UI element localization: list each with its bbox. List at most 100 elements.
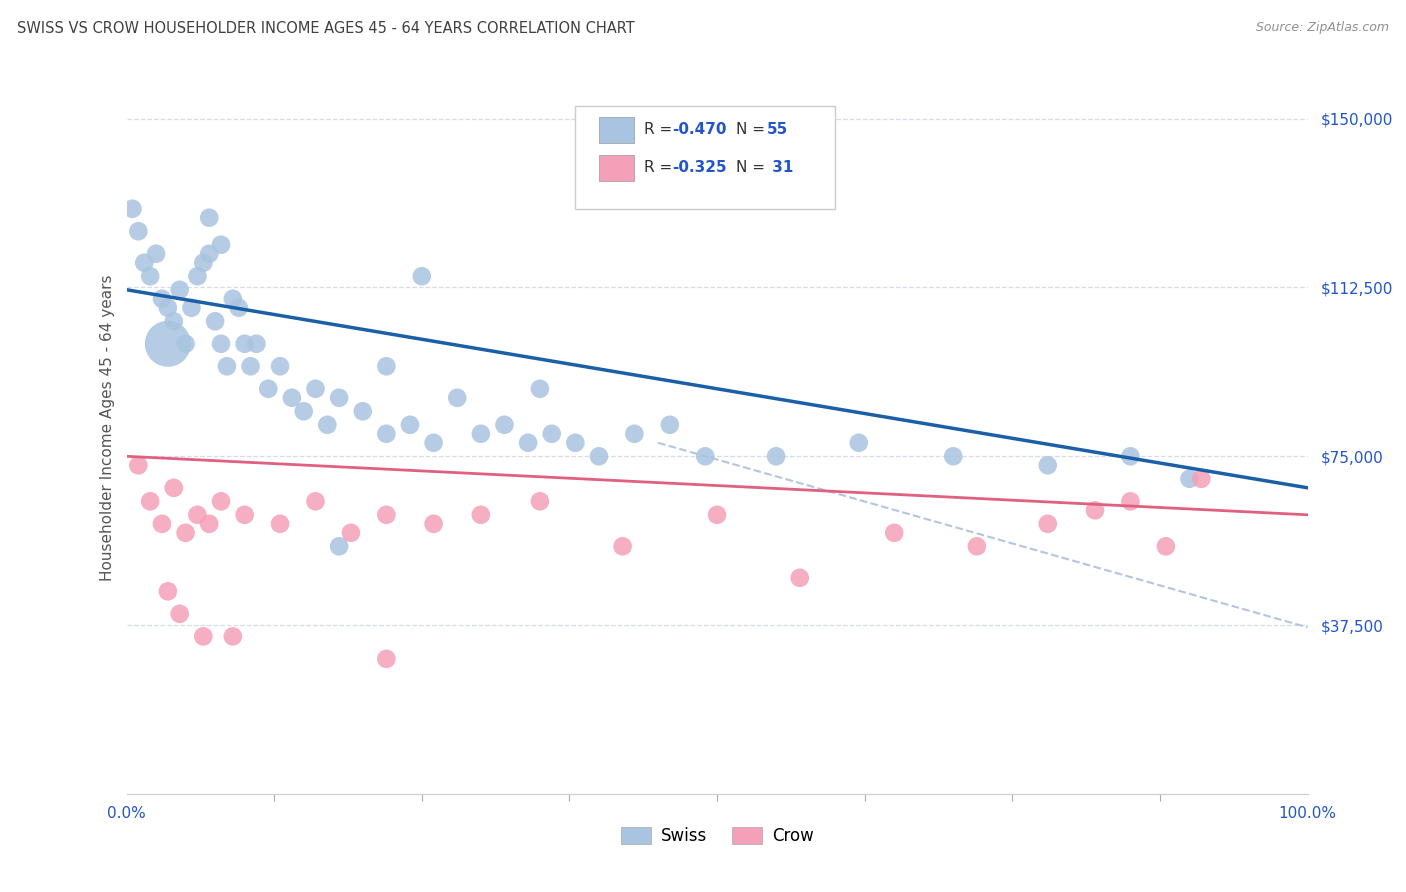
FancyBboxPatch shape xyxy=(599,117,634,143)
Text: 55: 55 xyxy=(766,122,787,136)
Point xyxy=(1036,516,1059,531)
Point xyxy=(328,391,350,405)
Point xyxy=(127,458,149,473)
Point xyxy=(789,571,811,585)
Point xyxy=(304,382,326,396)
Point xyxy=(1036,458,1059,473)
Point xyxy=(186,269,208,284)
Point xyxy=(529,494,551,508)
Point xyxy=(169,607,191,621)
Point xyxy=(517,435,540,450)
Point xyxy=(422,516,444,531)
Point xyxy=(121,202,143,216)
Point xyxy=(193,256,215,270)
Point xyxy=(375,359,398,374)
Point xyxy=(1178,472,1201,486)
Point xyxy=(470,426,492,441)
Point xyxy=(942,450,965,464)
Point xyxy=(209,237,232,252)
Point xyxy=(150,516,173,531)
Point xyxy=(706,508,728,522)
Point xyxy=(375,652,398,666)
Point xyxy=(174,336,197,351)
Text: SWISS VS CROW HOUSEHOLDER INCOME AGES 45 - 64 YEARS CORRELATION CHART: SWISS VS CROW HOUSEHOLDER INCOME AGES 45… xyxy=(17,21,634,36)
Text: N =: N = xyxy=(735,122,770,136)
Point xyxy=(1119,450,1142,464)
Point xyxy=(127,224,149,238)
Text: -0.470: -0.470 xyxy=(672,122,727,136)
Point xyxy=(239,359,262,374)
Point xyxy=(375,508,398,522)
Point xyxy=(150,292,173,306)
Point xyxy=(292,404,315,418)
Point xyxy=(375,426,398,441)
Point xyxy=(198,516,221,531)
Point xyxy=(198,246,221,260)
Point xyxy=(233,508,256,522)
Point xyxy=(180,301,202,315)
Point xyxy=(163,481,186,495)
Point xyxy=(399,417,422,432)
Point xyxy=(422,435,444,450)
Point xyxy=(139,494,162,508)
Point xyxy=(564,435,586,450)
Point xyxy=(269,516,291,531)
Point xyxy=(222,629,245,643)
Point xyxy=(848,435,870,450)
Point xyxy=(529,382,551,396)
Point xyxy=(163,314,186,328)
Point xyxy=(156,301,179,315)
Point xyxy=(209,336,232,351)
Point xyxy=(304,494,326,508)
Point xyxy=(215,359,238,374)
Point xyxy=(883,525,905,540)
Point xyxy=(269,359,291,374)
Point xyxy=(204,314,226,328)
Text: N =: N = xyxy=(735,160,770,175)
Point xyxy=(257,382,280,396)
Text: R =: R = xyxy=(644,122,676,136)
Point xyxy=(222,292,245,306)
Text: 31: 31 xyxy=(766,160,793,175)
Point xyxy=(169,283,191,297)
Point xyxy=(446,391,468,405)
Point xyxy=(145,246,167,260)
Point xyxy=(1154,539,1177,553)
Point xyxy=(966,539,988,553)
Point xyxy=(470,508,492,522)
Point xyxy=(193,629,215,643)
Point xyxy=(1189,472,1212,486)
Text: R =: R = xyxy=(644,160,676,175)
FancyBboxPatch shape xyxy=(575,106,835,209)
Text: Source: ZipAtlas.com: Source: ZipAtlas.com xyxy=(1256,21,1389,34)
Point xyxy=(612,539,634,553)
Point xyxy=(209,494,232,508)
Point xyxy=(134,256,156,270)
Point xyxy=(540,426,562,441)
Point xyxy=(658,417,681,432)
Point xyxy=(1119,494,1142,508)
Point xyxy=(198,211,221,225)
Point xyxy=(281,391,304,405)
Point xyxy=(139,269,162,284)
Text: -0.325: -0.325 xyxy=(672,160,727,175)
Point xyxy=(765,450,787,464)
Point xyxy=(352,404,374,418)
FancyBboxPatch shape xyxy=(599,155,634,181)
Point xyxy=(1084,503,1107,517)
Y-axis label: Householder Income Ages 45 - 64 years: Householder Income Ages 45 - 64 years xyxy=(100,275,115,582)
Point xyxy=(328,539,350,553)
Point xyxy=(233,336,256,351)
Point xyxy=(156,584,179,599)
Legend: Swiss, Crow: Swiss, Crow xyxy=(614,820,820,851)
Point xyxy=(623,426,645,441)
Point xyxy=(588,450,610,464)
Point xyxy=(228,301,250,315)
Point xyxy=(174,525,197,540)
Point xyxy=(316,417,339,432)
Point xyxy=(156,336,179,351)
Point xyxy=(340,525,363,540)
Point xyxy=(245,336,267,351)
Point xyxy=(695,450,717,464)
Point xyxy=(494,417,516,432)
